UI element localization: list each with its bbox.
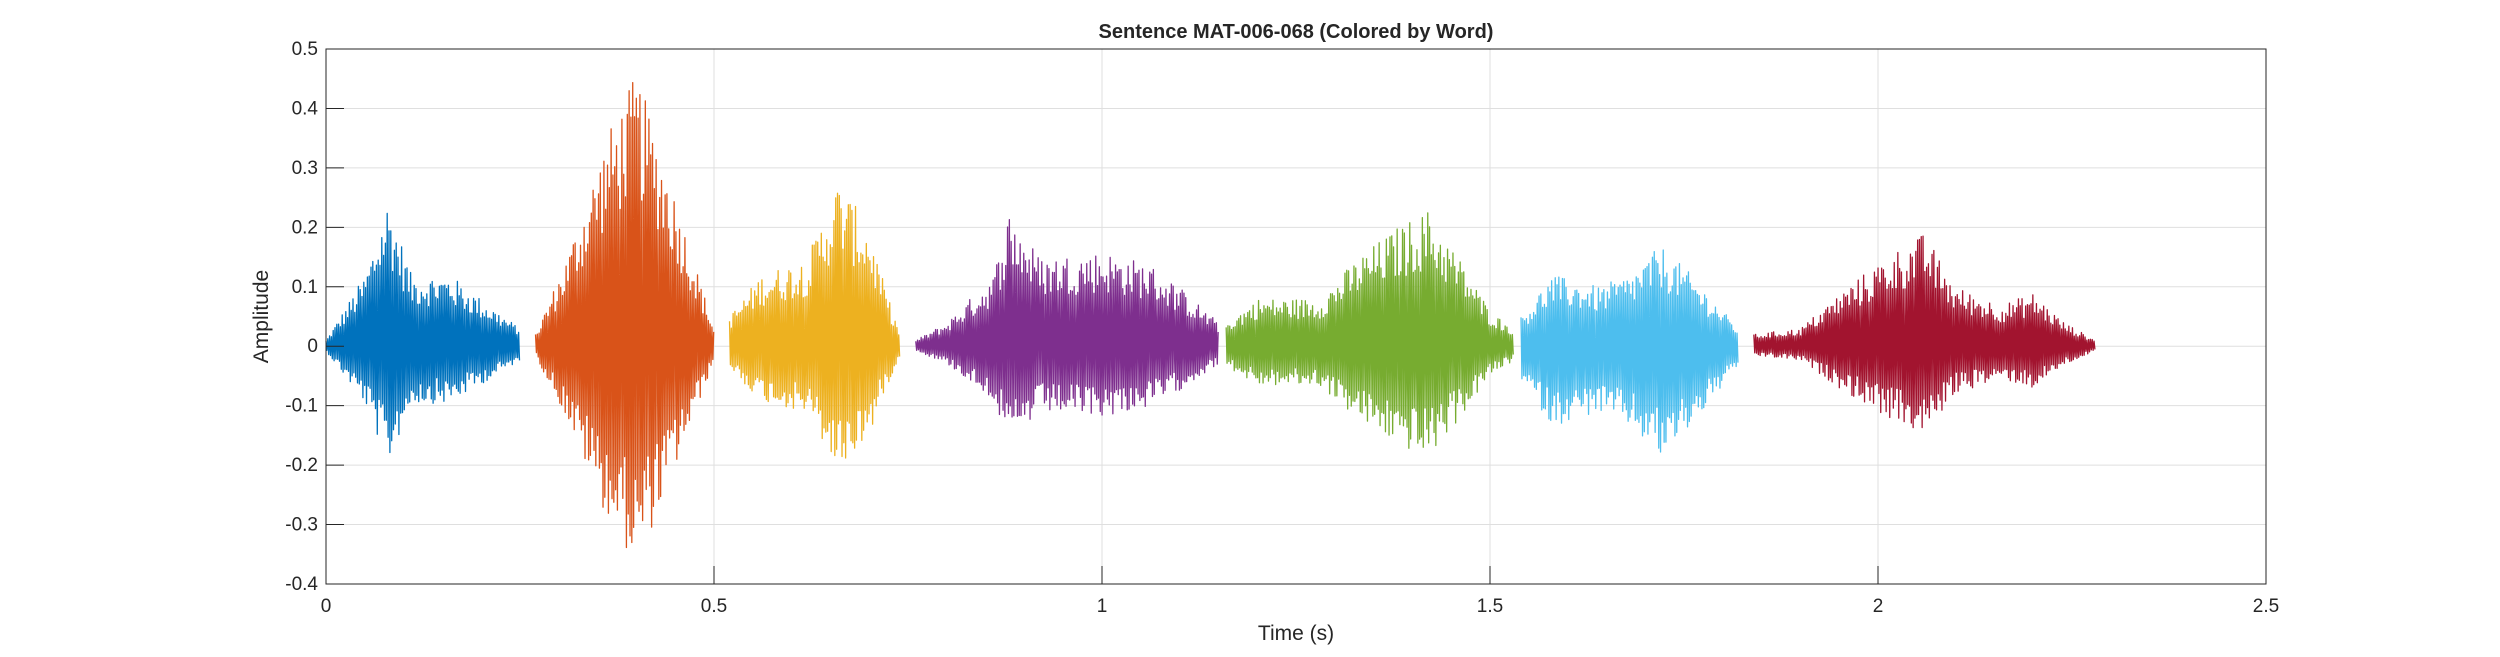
x-tick-label: 2: [1873, 596, 1884, 617]
y-tick-label: -0.4: [285, 574, 318, 595]
word-waveform-6: [1520, 249, 1739, 453]
axes: [325, 48, 2267, 585]
y-tick-label: -0.2: [285, 455, 318, 476]
y-tick-label: -0.3: [285, 515, 318, 536]
word-waveform-5: [1225, 212, 1514, 449]
axes-box: [325, 48, 2267, 585]
chart-title: Sentence MAT-006-068 (Colored by Word): [1099, 21, 1494, 43]
word-waveform-1: [325, 212, 521, 454]
word-waveform-3: [728, 192, 901, 459]
word-waveform-2: [534, 81, 715, 549]
waveforms: [325, 81, 2096, 549]
word-waveform-4: [915, 219, 1219, 420]
tick-labels: 0 0.5 1 1.5 2 2.5 -0.4 -0.3 -0.2 -0.1 0 0.1 0.2 0.3 0.…: [285, 39, 2279, 617]
y-tick-label: 0.3: [292, 158, 318, 179]
y-tick-label: 0.5: [292, 39, 318, 60]
y-tick-label: 0.2: [292, 217, 318, 238]
y-tick-label: -0.1: [285, 396, 318, 417]
y-tick-label: 0: [307, 336, 318, 357]
word-waveform-7: [1753, 235, 2096, 429]
x-tick-label: 0: [321, 596, 332, 617]
y-tick-label: 0.1: [292, 277, 318, 298]
x-tick-label: 1: [1097, 596, 1108, 617]
x-tick-label: 1.5: [1477, 596, 1503, 617]
y-tick-label: 0.4: [292, 98, 319, 119]
x-axis-label: Time (s): [1258, 622, 1334, 645]
y-axis-label: Amplitude: [250, 270, 273, 363]
x-tick-label: 2.5: [2253, 596, 2279, 617]
x-tick-label: 0.5: [701, 596, 727, 617]
